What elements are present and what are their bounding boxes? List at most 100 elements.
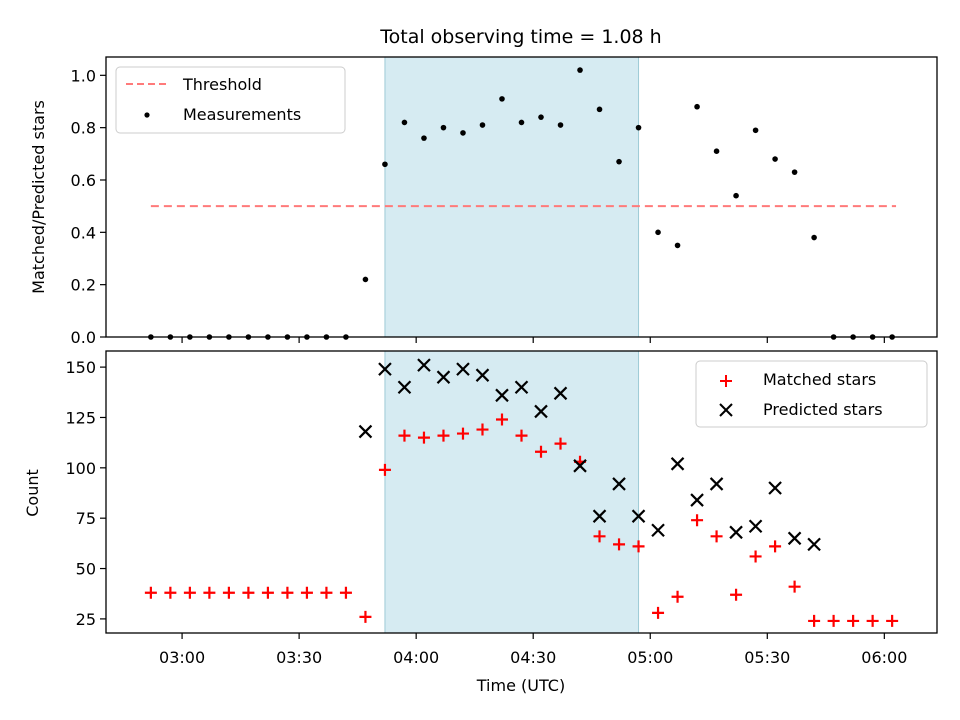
measurement-point [674,242,681,249]
top-legend: Threshold Measurements [115,66,346,134]
bottom-y-ticks: 25 50 75 100 125 150 [65,358,106,629]
bottom-legend-box [695,360,928,428]
matched-star-point [261,586,274,599]
matched-star-point [886,614,899,627]
matched-star-point [242,586,255,599]
predicted-star-point [787,531,802,546]
matched-star-point [300,586,313,599]
top-y-tick-label: 0.6 [71,171,96,190]
matched-star-point [183,586,196,599]
measurement-point [440,124,447,131]
predicted-star-point [807,537,821,552]
matched-star-point [769,540,782,553]
predicted-star-point [709,477,724,491]
matched-star-point [866,614,879,627]
matched-star-point [339,586,352,599]
bottom-plot-marks [144,358,899,627]
measurement-point [811,234,817,241]
measurement-point [577,67,583,73]
top-x-ticks [181,337,885,343]
measurement-point [635,124,642,131]
bottom-x-tick-label: 03:00 [159,648,205,667]
top-axes-frame [105,56,938,338]
matched-star-point [730,588,743,601]
matched-star-point [476,423,489,436]
matched-star-point [398,429,411,442]
predicted-star-point [456,362,470,376]
predicted-star-point [495,388,509,403]
measurement-point [752,127,759,134]
measurement-point [616,158,622,165]
matched-star-point [613,538,626,551]
matched-star-point [788,580,801,593]
top-legend-box [115,66,346,134]
matched-star-point [749,550,762,563]
predicted-star-point [631,509,646,523]
bottom-legend: Matched stars Predicted stars [695,360,928,428]
matched-star-point [847,614,860,627]
matched-star-point [535,445,548,458]
top-y-axis-label: Matched/Predicted stars [29,100,48,294]
matched-star-point [203,586,216,599]
legend-measurements-swatch [144,112,150,118]
predicted-star-point [748,519,763,534]
matched-star-point [320,586,333,599]
predicted-star-point [651,523,665,538]
matched-star-point [144,586,157,599]
bot-y-tick-label: 100 [65,459,96,478]
predicted-star-point [690,493,704,507]
matched-star-point [652,606,665,619]
predicted-star-point [612,477,626,491]
legend-predicted-label: Predicted stars [763,400,883,419]
matched-star-point [456,427,469,440]
predicted-star-point [553,386,568,401]
measurement-point [518,119,525,126]
predicted-star-point [534,404,548,419]
bottom-x-tick-label: 03:30 [276,648,322,667]
legend-matched-label: Matched stars [763,370,876,389]
measurement-point [557,122,564,128]
matched-star-point [437,429,450,442]
matched-star-point [378,463,391,476]
measurement-point [382,161,388,168]
predicted-star-point [397,380,412,395]
bottom-shaded-interval [384,350,640,634]
matched-star-point [808,614,821,627]
predicted-star-point [378,362,392,376]
bottom-y-axis-label: Count [23,469,42,517]
bot-y-tick-label: 50 [76,560,96,579]
top-chart-title: Total observing time = 1.08 h [379,26,661,48]
predicted-star-point [573,459,587,473]
matched-star-point [495,413,508,426]
predicted-star-point [768,481,782,495]
measurement-point [421,135,427,141]
matched-star-point [710,530,723,543]
bottom-x-tick-label: 04:30 [510,648,556,667]
predicted-star-point [475,368,490,382]
top-y-ticks: 0.0 0.2 0.4 0.6 0.8 1.0 [71,66,106,347]
bottom-axes-frame [105,350,938,634]
predicted-star-point [670,457,685,471]
matched-star-point [417,431,430,444]
matched-star-point [632,540,645,553]
matched-star-point [281,586,294,599]
bot-y-tick-label: 150 [65,358,96,377]
matched-star-point [691,514,704,527]
measurement-point [791,169,798,175]
measurement-point [362,276,369,283]
measurement-point [460,130,466,136]
predicted-star-point [417,358,431,372]
measurement-point [713,148,720,155]
bot-y-tick-label: 25 [76,610,96,629]
top-y-tick-label: 0.2 [71,276,96,295]
matched-star-point [593,530,606,543]
top-plot-marks [148,67,897,340]
predicted-star-point [514,380,529,395]
bottom-x-tick-label: 05:00 [627,648,673,667]
matched-star-point [827,614,840,627]
matched-star-point [222,586,235,599]
top-y-tick-label: 1.0 [71,66,96,85]
legend-matched-swatch [720,375,732,387]
bot-y-tick-label: 75 [76,509,96,528]
